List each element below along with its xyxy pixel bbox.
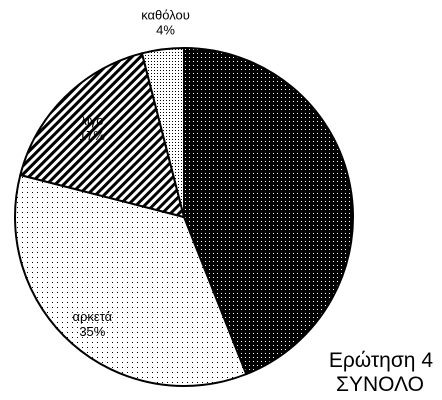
pie-slice: [14, 173, 248, 387]
slice-label: καθόλου: [141, 7, 190, 22]
slice-percent-label: 4%: [156, 22, 175, 37]
pie-slice: [19, 52, 186, 219]
slice-label: λίγο: [80, 113, 103, 128]
pie-slice: [140, 46, 185, 218]
pie-slice: [183, 46, 354, 376]
slice-percent-label: 17%: [79, 128, 105, 143]
chart-subtitle: ΣΥΝΟΛΟ: [335, 373, 424, 396]
pie-slices: [14, 46, 354, 387]
slice-percent-label: 35%: [79, 324, 105, 339]
slice-label: αρκετά: [73, 309, 113, 324]
chart-title: Ερώτηση 4: [328, 349, 433, 372]
